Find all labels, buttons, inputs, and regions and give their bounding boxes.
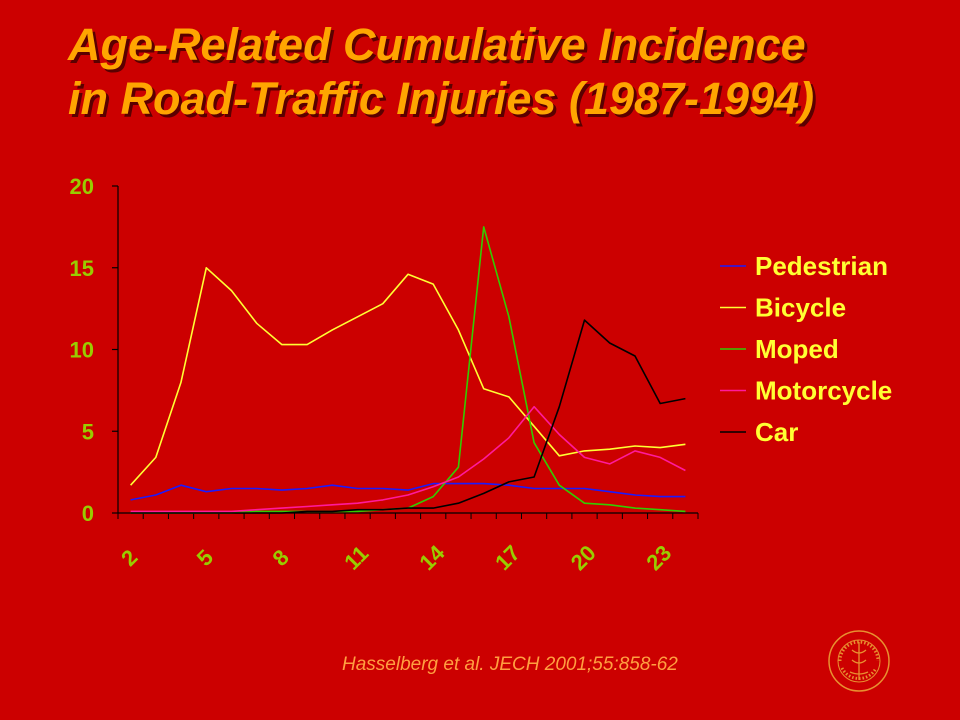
x-tick-label: 14 — [414, 540, 450, 576]
y-tick-label: 15 — [70, 256, 94, 281]
x-tick-label: 23 — [641, 540, 676, 575]
series-line-motorcycle — [130, 405, 686, 513]
citation: Hasselberg et al. JECH 2001;55:858-62 — [342, 654, 678, 675]
legend-label-bicycle: Bicycle — [755, 293, 846, 323]
series-line-moped — [130, 226, 686, 514]
y-tick-label: 5 — [82, 419, 94, 444]
x-tick-label: 17 — [490, 540, 525, 575]
legend-label-motorcycle: Motorcycle — [755, 376, 892, 406]
slide-title-line-2: in Road-Traffic Injuries (1987-1994) — [68, 73, 815, 124]
chart-legend: Pedestrian Bicycle Moped Motorcycle Car — [720, 251, 892, 447]
slide-title-line-1: Age-Related Cumulative Incidence — [68, 19, 806, 70]
y-tick-label: 10 — [70, 338, 94, 363]
legend-label-pedestrian: Pedestrian — [755, 251, 888, 281]
university-seal-logo — [828, 630, 890, 692]
legend-label-moped: Moped — [755, 334, 839, 364]
x-tick-label: 5 — [192, 545, 218, 571]
y-tick-label: 0 — [82, 501, 94, 526]
chart-series — [130, 226, 686, 514]
slide-title: Age-Related Cumulative Incidence in Road… — [68, 18, 948, 126]
x-tick-label: 8 — [267, 545, 293, 571]
series-line-car — [130, 319, 686, 514]
series-line-bicycle — [130, 266, 686, 486]
x-tick-label: 11 — [339, 541, 373, 575]
x-tick-label: 20 — [566, 540, 601, 575]
legend-label-car: Car — [755, 417, 798, 447]
y-tick-label: 20 — [70, 174, 94, 199]
x-tick-label: 2 — [116, 545, 142, 571]
series-line-pedestrian — [130, 482, 686, 501]
